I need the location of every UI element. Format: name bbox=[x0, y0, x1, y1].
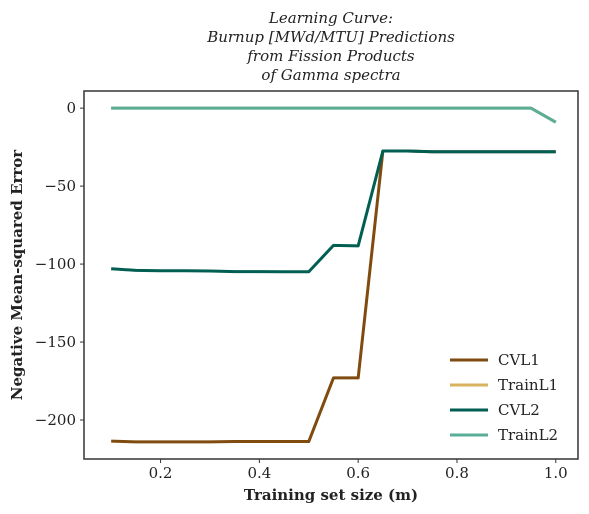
y-axis-label: Negative Mean-squared Error bbox=[8, 149, 26, 401]
series-line-cvl2 bbox=[111, 149, 556, 274]
chart-title-line-4: of Gamma spectra bbox=[261, 66, 400, 84]
series-lines bbox=[111, 106, 557, 444]
x-axis-label: Training set size (m) bbox=[244, 486, 418, 504]
y-tick-label: −50 bbox=[44, 177, 76, 195]
x-axis-ticks: 0.2 0.4 0.6 0.8 1.0 bbox=[149, 459, 568, 482]
x-tick-label: 0.6 bbox=[346, 464, 370, 482]
chart-title: Learning Curve: Burnup [MWd/MTU] Predict… bbox=[206, 9, 455, 84]
y-tick-label: 0 bbox=[66, 99, 76, 117]
x-tick-label: 0.2 bbox=[149, 464, 173, 482]
y-axis-ticks: 0 −50 −100 −150 −200 bbox=[35, 99, 84, 429]
chart-title-line-1: Learning Curve: bbox=[268, 9, 393, 27]
legend-label-trainl1: TrainL1 bbox=[498, 376, 558, 394]
legend-label-cvl1: CVL1 bbox=[498, 351, 540, 369]
legend-label-trainl2: TrainL2 bbox=[498, 426, 558, 444]
chart-title-line-2: Burnup [MWd/MTU] Predictions bbox=[206, 28, 455, 46]
legend: CVL1 TrainL1 CVL2 TrainL2 bbox=[450, 351, 558, 444]
y-tick-label: −150 bbox=[35, 333, 76, 351]
chart-title-line-3: from Fission Products bbox=[246, 47, 415, 65]
x-tick-label: 0.4 bbox=[247, 464, 271, 482]
series-line-trainl2 bbox=[111, 106, 557, 124]
legend-label-cvl2: CVL2 bbox=[498, 401, 540, 419]
y-tick-label: −100 bbox=[35, 255, 76, 273]
y-tick-label: −200 bbox=[35, 411, 76, 429]
x-tick-label: 1.0 bbox=[544, 464, 568, 482]
x-tick-label: 0.8 bbox=[445, 464, 469, 482]
